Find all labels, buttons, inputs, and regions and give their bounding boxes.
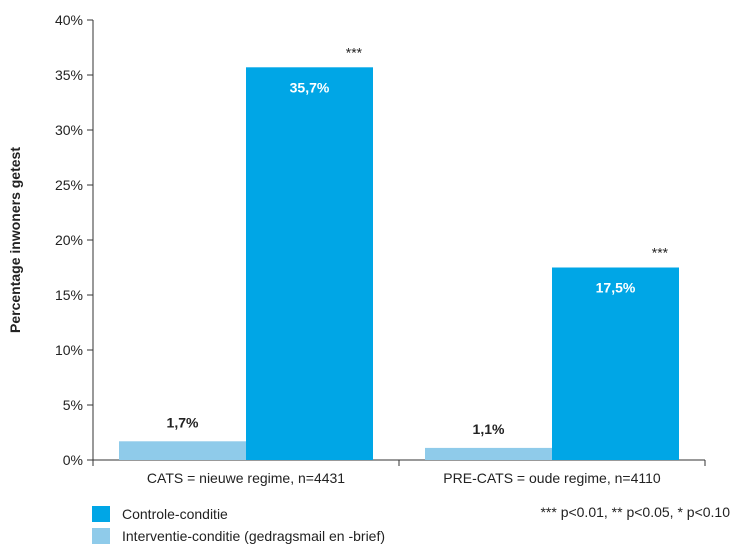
x-category-label: CATS = nieuwe regime, n=4431 [147, 470, 345, 486]
y-tick-label: 0% [63, 452, 83, 468]
y-tick-label: 5% [63, 397, 83, 413]
legend-swatch-interventie [92, 528, 110, 544]
y-tick-label: 20% [55, 232, 83, 248]
legend-label-interventie: Interventie-conditie (gedragsmail en -br… [122, 528, 386, 544]
y-tick-label: 25% [55, 177, 83, 193]
y-tick-label: 35% [55, 67, 83, 83]
y-tick-label: 30% [55, 122, 83, 138]
legend-label-controle: Controle-conditie [122, 506, 228, 522]
legend-item-controle: Controle-conditie [92, 503, 385, 525]
bar-value-label: 1,1% [473, 421, 505, 437]
legend: Controle-conditie Interventie-conditie (… [92, 503, 385, 547]
y-tick-label: 10% [55, 342, 83, 358]
bar [246, 67, 373, 461]
bar [425, 447, 552, 460]
legend-item-interventie: Interventie-conditie (gedragsmail en -br… [92, 525, 385, 547]
bar [552, 267, 679, 460]
y-tick-label: 15% [55, 287, 83, 303]
y-axis-title: Percentage inwoners getest [7, 147, 23, 333]
x-category-label: PRE-CATS = oude regime, n=4110 [443, 470, 661, 486]
bar-value-label: 1,7% [167, 414, 199, 430]
y-tick-label: 40% [55, 12, 83, 28]
significance-marker: *** [652, 245, 669, 261]
significance-note: *** p<0.01, ** p<0.05, * p<0.10 [540, 504, 730, 520]
significance-marker: *** [346, 44, 363, 60]
bar-value-label: 17,5% [596, 280, 636, 296]
bar-chart: 0% 5% 10% 15% 20% 25% 30% 35% 40% Percentage inwo… [7, 12, 706, 486]
bar-value-label: 35,7% [290, 79, 330, 95]
bar [119, 441, 246, 460]
legend-swatch-controle [92, 506, 110, 522]
